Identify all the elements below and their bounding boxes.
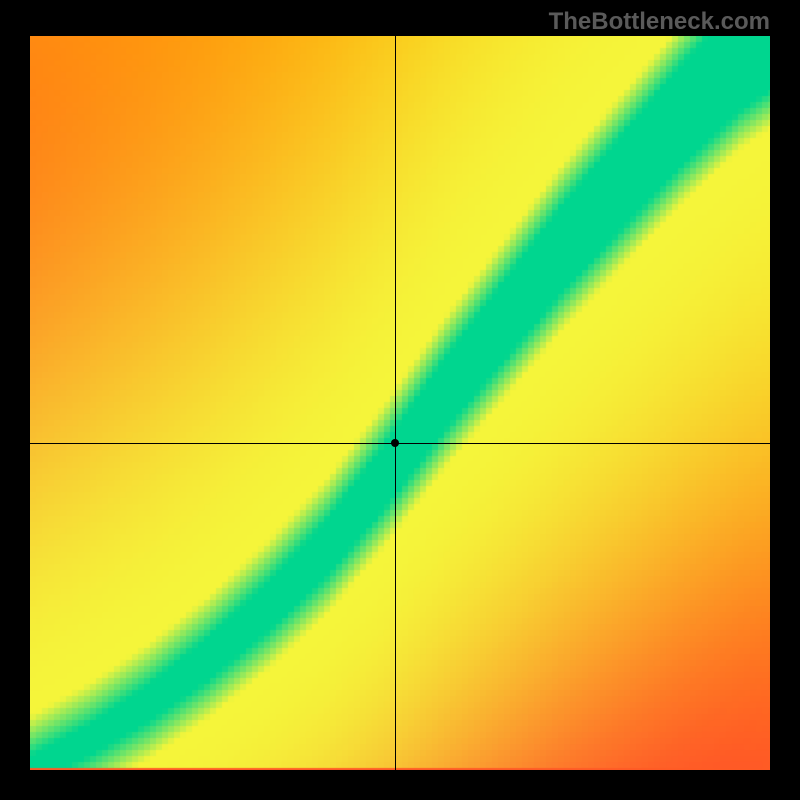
- watermark-text: TheBottleneck.com: [549, 8, 770, 36]
- crosshair-marker: [391, 439, 399, 447]
- bottleneck-heatmap: [30, 36, 770, 770]
- heatmap-canvas: [30, 36, 770, 770]
- crosshair-horizontal: [30, 443, 770, 444]
- crosshair-vertical: [395, 36, 396, 770]
